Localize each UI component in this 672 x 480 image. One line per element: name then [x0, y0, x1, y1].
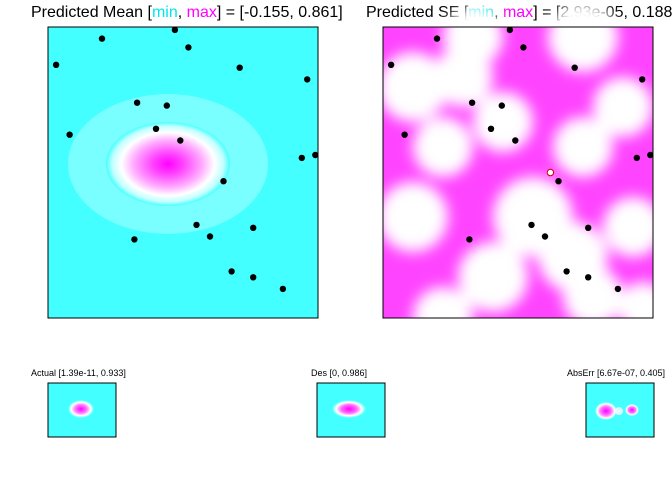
mean-point-1 [98, 35, 106, 42]
se-point-8 [633, 154, 640, 162]
se-point-6 [541, 233, 549, 240]
se-point-17 [571, 64, 578, 71]
mean-point-17 [236, 64, 243, 71]
mean-point-4 [177, 137, 184, 144]
des-heatmap [316, 382, 386, 438]
se-point-1 [433, 35, 441, 42]
mean-point-5 [193, 221, 200, 229]
mean-point-7 [250, 224, 257, 231]
mean-point-20 [171, 26, 179, 34]
se-point-9 [639, 76, 646, 83]
se-point-19 [614, 285, 622, 293]
mean-point-16 [250, 274, 257, 281]
predicted-se-heatmap [378, 2, 668, 347]
abserr-heatmap [585, 382, 655, 438]
mean-point-10 [312, 151, 319, 159]
se-point-2 [468, 99, 476, 106]
se-panel-frame [382, 26, 654, 319]
se-point-3 [487, 125, 495, 132]
se-point-20 [506, 26, 514, 34]
mean-point-14 [220, 178, 227, 185]
se-point-11 [466, 236, 473, 243]
mean-point-15 [163, 102, 170, 109]
mean-point-9 [304, 76, 311, 83]
mean-point-13 [228, 268, 235, 275]
mean-panel-title: Predicted Mean [min, max] = [-0.155, 0.8… [31, 4, 343, 21]
se-point-18 [520, 44, 527, 51]
mean-point-2 [133, 99, 141, 106]
mean-point-6 [206, 233, 214, 240]
mean-point-8 [298, 154, 305, 162]
actual-heatmap [47, 382, 117, 438]
abserr-panel-title: AbsErr [6.67e-07, 0.405] [567, 368, 666, 378]
se-point-10 [647, 151, 654, 159]
se-point-15 [498, 102, 505, 109]
se-candidate-point [546, 168, 555, 177]
se-point-4 [512, 137, 519, 144]
mean-point-11 [131, 236, 138, 243]
mean-point-3 [152, 125, 160, 132]
actual-panel-title: Actual [1.39e-11, 0.933] [31, 368, 126, 378]
mean-point-12 [66, 131, 73, 138]
se-point-7 [585, 224, 592, 231]
se-point-16 [585, 274, 592, 281]
se-point-13 [563, 268, 570, 275]
mean-point-19 [279, 285, 287, 293]
se-point-12 [401, 131, 408, 138]
mean-point-18 [185, 44, 192, 51]
se-point-14 [555, 178, 562, 185]
se-point-0 [387, 61, 395, 68]
se-point-5 [528, 221, 535, 229]
se-panel-title: Predicted SE [min, max] = [2.93e-05, 0.1… [366, 4, 672, 21]
predicted-mean-heatmap [47, 26, 319, 319]
mean-point-0 [52, 61, 60, 68]
mean-panel-frame [47, 26, 319, 319]
des-panel-title: Des [0, 0.986] [311, 368, 368, 378]
